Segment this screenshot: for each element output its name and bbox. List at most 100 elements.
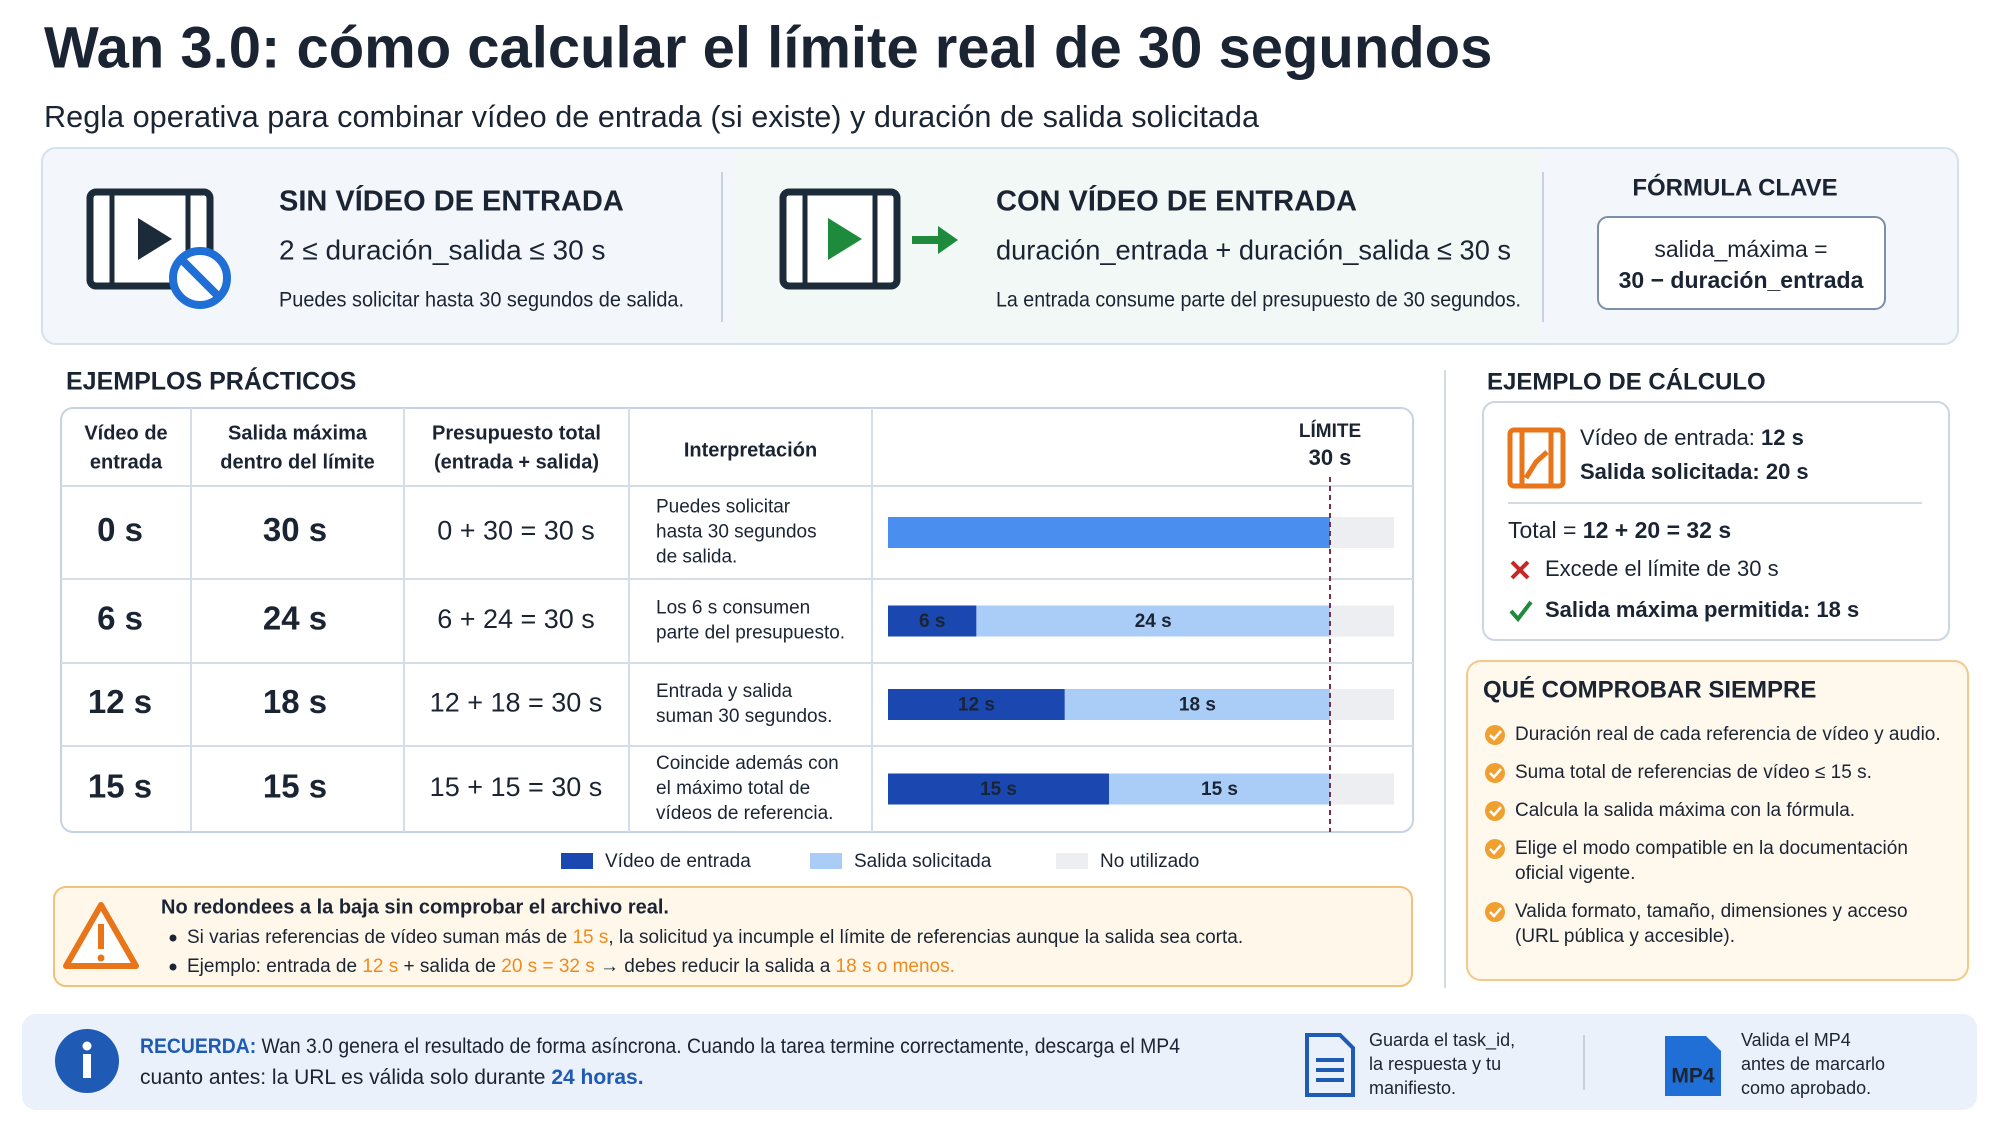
mp4-icon [1665, 1036, 1721, 1096]
interpretation: de salida. [656, 547, 737, 568]
calc-allowed: Salida máxima permitida: 18 s [1545, 597, 1859, 622]
footer-note: la respuesta y tu [1369, 1054, 1501, 1074]
bar-label: 18 s [1179, 695, 1216, 716]
input-duration: 15 s [88, 768, 152, 805]
check-icon [1509, 600, 1533, 623]
examples-table [60, 407, 1414, 833]
warning-icon [63, 902, 139, 969]
check-mark [1489, 806, 1502, 817]
warning-box [53, 886, 1413, 987]
legend-swatch [810, 853, 842, 869]
interpretation: suman 30 segundos. [656, 706, 832, 727]
interpretation: Coincide además con [656, 753, 839, 774]
remember-line-part: cuanto antes: la URL es válida solo dura… [140, 1066, 551, 1089]
check-bullet [1485, 725, 1505, 745]
checklist-title: QUÉ COMPROBAR SIEMPRE [1483, 675, 1816, 703]
info-icon [55, 1029, 119, 1093]
check-bullet [1485, 763, 1505, 783]
footer-note: Valida el MP4 [1741, 1030, 1851, 1050]
input-duration: 6 s [97, 600, 143, 637]
interpretation: Los 6 s consumen [656, 598, 810, 619]
remember-line-part: RECUERDA: [140, 1035, 256, 1058]
mode-formula: duración_entrada + duración_salida ≤ 30 … [996, 234, 1511, 265]
warning-bullet-part: 20 s = 32 s [501, 956, 594, 977]
table-header: dentro del límite [220, 451, 374, 473]
footer-bar [22, 1014, 1977, 1110]
bar-output [1064, 689, 1330, 720]
calc-total-part: Total = [1508, 517, 1583, 543]
check-bullet [1485, 801, 1505, 821]
table-lines [61, 408, 1413, 832]
footer-note: Guarda el task_id, [1369, 1030, 1515, 1051]
check-mark [1489, 768, 1502, 779]
mode-title: SIN VÍDEO DE ENTRADA [279, 184, 624, 218]
icon-no-video [86, 188, 231, 309]
footer-note: como aprobado. [1741, 1078, 1871, 1098]
warning-bullet: Ejemplo: entrada de 12 s + salida de 20 … [187, 956, 955, 977]
checklist-item: Calcula la salida máxima con la fórmula. [1515, 800, 1855, 821]
subtitle: Regla operativa para combinar vídeo de e… [44, 99, 1260, 134]
table-header: entrada [90, 451, 163, 473]
icon-film-orange [1507, 427, 1566, 489]
section-title: EJEMPLOS PRÁCTICOS [66, 367, 356, 396]
limit-label: LÍMITE [1299, 420, 1361, 442]
footer-note: manifiesto. [1369, 1078, 1456, 1098]
formula-line: 30 − duración_entrada [1619, 267, 1864, 293]
check-mark [1489, 907, 1502, 918]
budget-total: 0 + 30 = 30 s [437, 516, 595, 546]
budget-total: 15 + 15 = 30 s [430, 772, 603, 802]
mode-note: Puedes solicitar hasta 30 segundos de sa… [279, 289, 684, 312]
check-bullet [1485, 902, 1505, 922]
table-header: Vídeo de [84, 422, 167, 444]
calc-title: EJEMPLO DE CÁLCULO [1487, 367, 1766, 395]
legend-swatch [561, 853, 593, 869]
interpretation: Puedes solicitar [656, 497, 791, 518]
mode-note: La entrada consume parte del presupuesto… [996, 289, 1521, 312]
interpretation: hasta 30 segundos [656, 522, 817, 543]
calc-input-part: 12 s [1761, 425, 1804, 450]
warning-bullet-part: , la solicitud ya incumple el límite de … [608, 927, 1243, 948]
bar-label: 15 s [1201, 779, 1238, 800]
warning-bullet-part: → debes reducir la salida a [595, 956, 836, 977]
bar-output [1109, 773, 1330, 805]
bar-output [976, 605, 1330, 637]
table-header: Presupuesto total [432, 422, 601, 444]
bar-input [888, 605, 977, 637]
legend-label: Vídeo de entrada [605, 851, 751, 872]
table-header: (entrada + salida) [434, 451, 599, 473]
bar-input [888, 689, 1065, 720]
bullet [169, 963, 177, 971]
cross-icon [1510, 560, 1530, 580]
warning-bullet-part: 15 s [572, 927, 608, 948]
output-duration: 15 s [263, 768, 327, 805]
remember-line-part: 24 horas. [551, 1066, 643, 1089]
checklist-item: Suma total de referencias de vídeo ≤ 15 … [1515, 762, 1872, 783]
bar-input [888, 773, 1109, 805]
legend-swatch [1056, 853, 1088, 869]
bar-label: 24 s [1135, 611, 1172, 632]
calc-input-part: Vídeo de entrada: [1580, 425, 1761, 450]
warning-bullet-part: 18 s o menos. [836, 956, 955, 977]
budget-total: 6 + 24 = 30 s [437, 604, 595, 634]
checklist-item: (URL pública y accesible). [1515, 926, 1735, 947]
check-bullet [1485, 839, 1505, 859]
checklist-item: Valida formato, tamaño, dimensiones y ac… [1515, 901, 1908, 922]
checklist-item: Duración real de cada referencia de víde… [1515, 724, 1941, 745]
limit-value: 30 s [1309, 445, 1352, 470]
check-mark [1489, 844, 1502, 855]
warning-bullet-part: 12 s [362, 956, 398, 977]
calc-total: Total = 12 + 20 = 32 s [1508, 517, 1731, 543]
formula-line: salida_máxima = [1654, 236, 1827, 262]
input-duration: 12 s [88, 683, 152, 720]
calc-input: Vídeo de entrada: 12 s [1580, 425, 1804, 450]
bullet [169, 934, 177, 942]
calc-requested: Salida solicitada: 20 s [1580, 459, 1809, 484]
bar-label: 12 s [958, 695, 995, 716]
mp4-label: MP4 [1671, 1065, 1715, 1088]
budget-total: 12 + 18 = 30 s [430, 688, 603, 718]
calc-box [1482, 401, 1950, 641]
table-header: Interpretación [684, 439, 817, 461]
mode-formula: 2 ≤ duración_salida ≤ 30 s [279, 234, 605, 265]
